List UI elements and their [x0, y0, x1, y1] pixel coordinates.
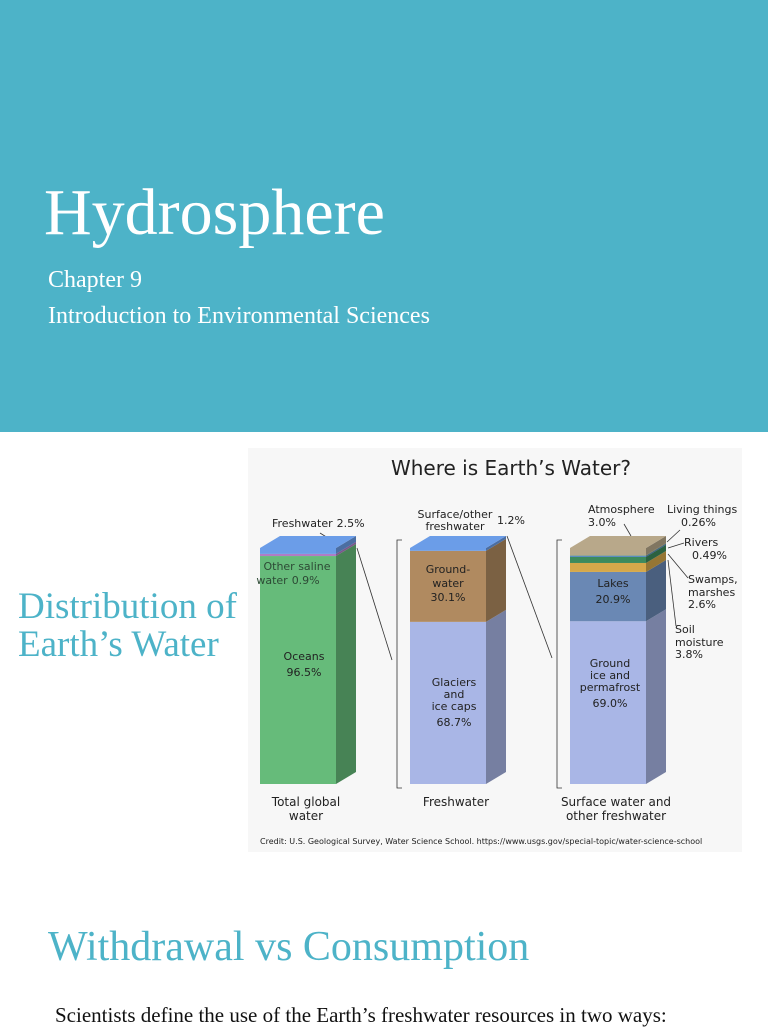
- segment-label: Ground ice and permafrost: [580, 657, 641, 694]
- segment-label: Atmosphere: [588, 503, 655, 516]
- label-line: Ground: [590, 657, 630, 670]
- label-line: Atmosphere: [588, 503, 655, 516]
- value-label: 30.1%: [431, 591, 466, 604]
- credit: Credit: U.S. Geological Survey, Water Sc…: [260, 837, 702, 846]
- heading-line: Distribution of: [18, 586, 237, 627]
- figure-title: Where is Earth’s Water?: [391, 456, 631, 480]
- bar-side: [486, 538, 506, 622]
- segment-label: Ground-water: [426, 563, 470, 590]
- bar-segment: [570, 562, 646, 572]
- label-line: permafrost: [580, 681, 641, 694]
- segment-label: Swamps, marshes: [688, 573, 738, 599]
- bar-caption: other freshwater: [566, 809, 666, 823]
- label-line: ice and: [590, 669, 630, 682]
- bar-segment: [570, 548, 646, 556]
- label-line: Swamps,: [688, 573, 738, 586]
- label-line: Lakes: [597, 577, 629, 590]
- segment-label: Soil moisture: [675, 623, 724, 649]
- bar-caption: Freshwater: [423, 795, 489, 809]
- section-heading: Withdrawal vs Consumption: [48, 924, 530, 970]
- course: Introduction to Environmental Sciences: [48, 303, 430, 329]
- label-line: Living things: [667, 503, 737, 516]
- segment-label: Glaciers and ice caps: [432, 676, 477, 713]
- bar-caption: Total global: [271, 795, 340, 809]
- bar-side: [646, 559, 666, 622]
- bar-side: [486, 609, 506, 784]
- bar-side: [486, 536, 506, 551]
- segment-label: Surface/other freshwater: [418, 508, 493, 533]
- title: Hydrosphere: [44, 176, 385, 249]
- bar-side: [646, 536, 666, 556]
- value-label: 2.6%: [688, 598, 716, 611]
- value-label: 0.26%: [681, 516, 716, 529]
- value-label: 0.49%: [692, 549, 727, 562]
- segment-label: Rivers: [684, 536, 718, 549]
- value-label: 0.9%: [292, 574, 320, 587]
- segment-label: Freshwater 2.5%: [272, 517, 365, 530]
- bar-caption: water: [289, 809, 323, 823]
- value-label: 3.0%: [588, 516, 616, 529]
- bar-segment: [570, 555, 646, 556]
- label-line: marshes: [688, 586, 735, 599]
- label-line: Glaciers: [432, 676, 477, 689]
- bar-segment: [260, 548, 336, 554]
- segment-label: Lakes: [597, 577, 629, 590]
- value-label: 20.9%: [596, 593, 631, 606]
- bar-side: [336, 541, 356, 557]
- label-line: Ground-: [426, 563, 470, 576]
- chapter: Chapter 9: [48, 267, 142, 293]
- figure: Where is Earth’s Water? Oceans 96.5% Other…: [248, 448, 742, 852]
- body-text: Scientists define the use of the Earth’s…: [55, 1003, 667, 1027]
- label-line: Rivers: [684, 536, 718, 549]
- label-line: Freshwater: [272, 517, 333, 530]
- header-band: [0, 0, 768, 432]
- bar-segment: [570, 621, 646, 784]
- label-line: water: [256, 574, 288, 587]
- value-label: 3.8%: [675, 648, 703, 661]
- label-line: Oceans: [284, 650, 325, 663]
- bar-segment: [410, 621, 486, 784]
- bar-side: [646, 609, 666, 784]
- bar-segment: [570, 571, 646, 622]
- bar-side: [336, 536, 356, 554]
- heading-line: Earth’s Water: [18, 624, 219, 665]
- label-line: Other saline: [263, 560, 330, 573]
- bar-segment: [570, 555, 646, 557]
- bar-segment: [570, 556, 646, 563]
- bar-side: [646, 544, 666, 563]
- bar-segment: [410, 548, 486, 551]
- bar-side: [646, 543, 666, 556]
- value-label: 1.2%: [497, 514, 525, 527]
- bar-side: [336, 544, 356, 784]
- label-line: Surface/other: [418, 508, 493, 521]
- bar-top: [260, 536, 356, 548]
- value-label: 69.0%: [593, 697, 628, 710]
- label-line: Soil: [675, 623, 695, 636]
- value-label: 2.5%: [337, 517, 365, 530]
- bar-side: [646, 543, 666, 557]
- bar-top: [570, 536, 666, 548]
- value-label: 68.7%: [437, 716, 472, 729]
- bar-caption: Surface water and: [561, 795, 671, 809]
- label-line: moisture: [675, 636, 724, 649]
- connectors: [319, 523, 689, 789]
- label-line: freshwater: [426, 520, 485, 533]
- bar-side: [646, 550, 666, 572]
- segment-label: Other saline water 0.9%: [256, 560, 330, 587]
- bar-top: [410, 536, 506, 548]
- label-line: water: [432, 577, 464, 590]
- bar-segment: [260, 553, 336, 557]
- label-line: ice caps: [432, 700, 477, 713]
- section-heading: Distribution of Earth’s Water: [18, 588, 237, 664]
- segment-label: Oceans: [284, 650, 325, 663]
- label-line: and: [444, 688, 465, 701]
- segment-label: Living things: [667, 503, 737, 516]
- value-label: 96.5%: [287, 666, 322, 679]
- bar-segment: [260, 556, 336, 784]
- bar-segment: [410, 550, 486, 622]
